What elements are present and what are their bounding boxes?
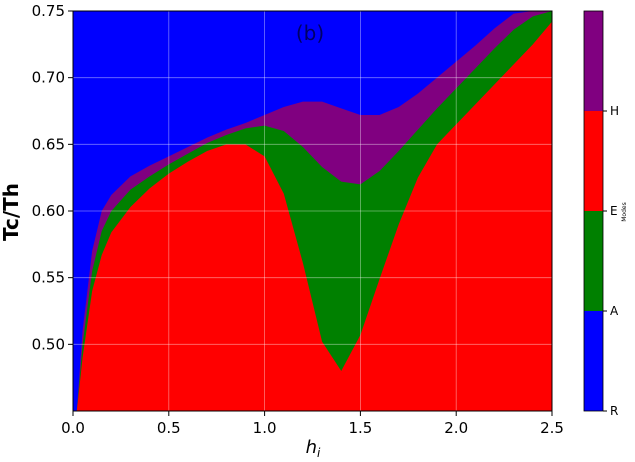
plot-area: [72, 10, 553, 412]
y-axis-label: Tc/Th: [0, 183, 23, 241]
x-axis-ticks: 0.0 0.5 1.0 1.5 2.0 2.5: [61, 411, 564, 437]
y-tick-label: 0.50: [32, 335, 65, 353]
y-tick-label: 0.65: [32, 135, 65, 153]
colorbar-label: Modes: [621, 202, 628, 221]
x-tick-label: 1.0: [253, 419, 277, 437]
x-tick-label: 2.0: [444, 419, 468, 437]
y-tick-label: 0.60: [32, 202, 65, 220]
y-axis-ticks: 0.50 0.55 0.60 0.65 0.70 0.75: [32, 2, 73, 353]
colorbar-segment-H: [584, 11, 603, 111]
colorbar-segment-R: [584, 311, 603, 411]
panel-label: (b): [296, 21, 324, 45]
grid: [72, 10, 553, 411]
colorbar-tick-label: A: [610, 304, 619, 318]
x-tick-label: 0.5: [157, 419, 181, 437]
y-tick-label: 0.70: [32, 69, 65, 87]
colorbar: R A E H: [583, 10, 619, 418]
colorbar-tick-label: R: [610, 404, 618, 418]
region-E: [76, 21, 552, 412]
colorbar-tick-label: E: [610, 204, 618, 218]
colorbar-segment-A: [584, 211, 603, 311]
x-tick-label: 2.5: [540, 419, 564, 437]
colorbar-tick-label: H: [610, 104, 619, 118]
y-tick-label: 0.75: [32, 2, 65, 20]
x-tick-label: 0.0: [61, 419, 85, 437]
colorbar-segment-E: [584, 111, 603, 211]
x-axis-label: hi: [306, 437, 321, 460]
x-tick-label: 1.5: [348, 419, 372, 437]
y-tick-label: 0.55: [32, 269, 65, 287]
